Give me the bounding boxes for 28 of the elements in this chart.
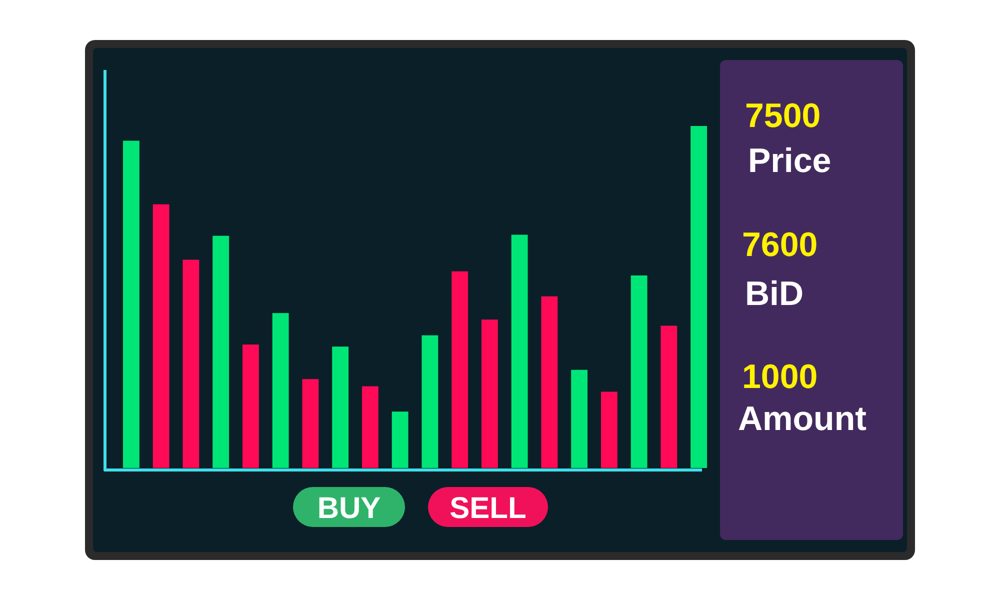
bar [660,326,678,468]
bar [122,140,140,468]
bar [392,412,408,468]
text: Amount [738,400,866,438]
bar [511,234,528,468]
bar [332,346,349,468]
bar [541,296,558,468]
text: 7500 [745,97,821,135]
text: 7600 [742,226,818,264]
bar [152,204,170,468]
bar [481,320,498,468]
bar [600,392,618,468]
bar [422,335,438,468]
text: BiD [745,275,804,313]
bar [571,370,588,468]
bar [242,344,259,468]
button: SELL [428,487,548,527]
text: Price [748,142,832,180]
bar [272,313,289,468]
bar [212,236,230,468]
bar [302,379,319,468]
bar [362,386,378,468]
button: BUY [293,487,405,527]
text: 1000 [742,358,818,396]
bar [690,126,708,468]
bar [452,271,468,468]
bar [182,260,200,468]
bar [630,275,648,468]
